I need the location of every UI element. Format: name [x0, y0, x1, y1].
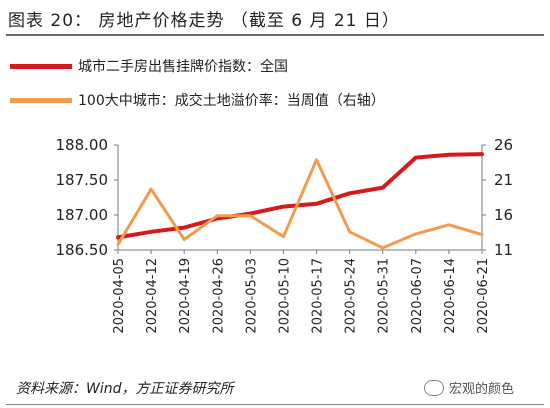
- y-left-tick-label: 186.50: [56, 241, 109, 259]
- title-divider: [6, 34, 544, 36]
- x-tick-label: 2020-04-05: [112, 258, 127, 334]
- chart-title: 图表 20： 房地产价格走势 （截至 6 月 21 日）: [8, 11, 400, 31]
- x-tick-label: 2020-06-07: [410, 258, 425, 334]
- legend-swatch-orange: [10, 97, 72, 103]
- x-tick-label: 2020-04-12: [145, 258, 160, 334]
- x-tick-label: 2020-05-17: [311, 258, 326, 334]
- legend-label-listing-price-index: 城市二手房出售挂牌价指数：全国: [78, 59, 288, 75]
- series-line-listing-price-index: [116, 152, 484, 240]
- y-right-tick-label: 11: [494, 241, 513, 259]
- x-tick-label: 2020-05-10: [277, 258, 292, 334]
- y-left-tick-label: 187.00: [56, 206, 109, 224]
- source-note: 资料来源：Wind，方正证券研究所: [16, 381, 234, 397]
- series-line-land-premium-rate: [116, 158, 484, 250]
- y-left-tick-label: 188.00: [56, 136, 109, 154]
- watermark-label: 宏观的颜色: [449, 382, 515, 397]
- y-right-tick-label: 16: [494, 206, 513, 224]
- wechat-icon: [424, 379, 444, 396]
- x-tick-label: 2020-05-24: [344, 258, 359, 334]
- x-tick-label: 2020-04-19: [178, 258, 193, 334]
- legend-label-land-premium-rate: 100大中城市：成交土地溢价率：当周值（右轴）: [78, 93, 385, 109]
- legend-item-land-premium-rate: 100大中城市：成交土地溢价率：当周值（右轴）: [10, 90, 385, 110]
- y-right-tick-label: 26: [494, 136, 513, 154]
- x-tick-label: 2020-06-14: [443, 258, 458, 334]
- bottom-divider: [6, 404, 544, 405]
- legend-swatch-red: [10, 63, 72, 69]
- x-tick-label: 2020-06-21: [476, 258, 491, 334]
- legend-item-listing-price-index: 城市二手房出售挂牌价指数：全国: [10, 56, 288, 76]
- x-tick-label: 2020-05-03: [244, 258, 259, 334]
- x-tick-label: 2020-05-31: [377, 258, 392, 334]
- watermark: 宏观的颜色: [424, 378, 514, 397]
- y-right-tick-label: 21: [494, 171, 513, 189]
- y-left-tick-label: 187.50: [56, 171, 109, 189]
- x-tick-label: 2020-04-26: [211, 258, 226, 334]
